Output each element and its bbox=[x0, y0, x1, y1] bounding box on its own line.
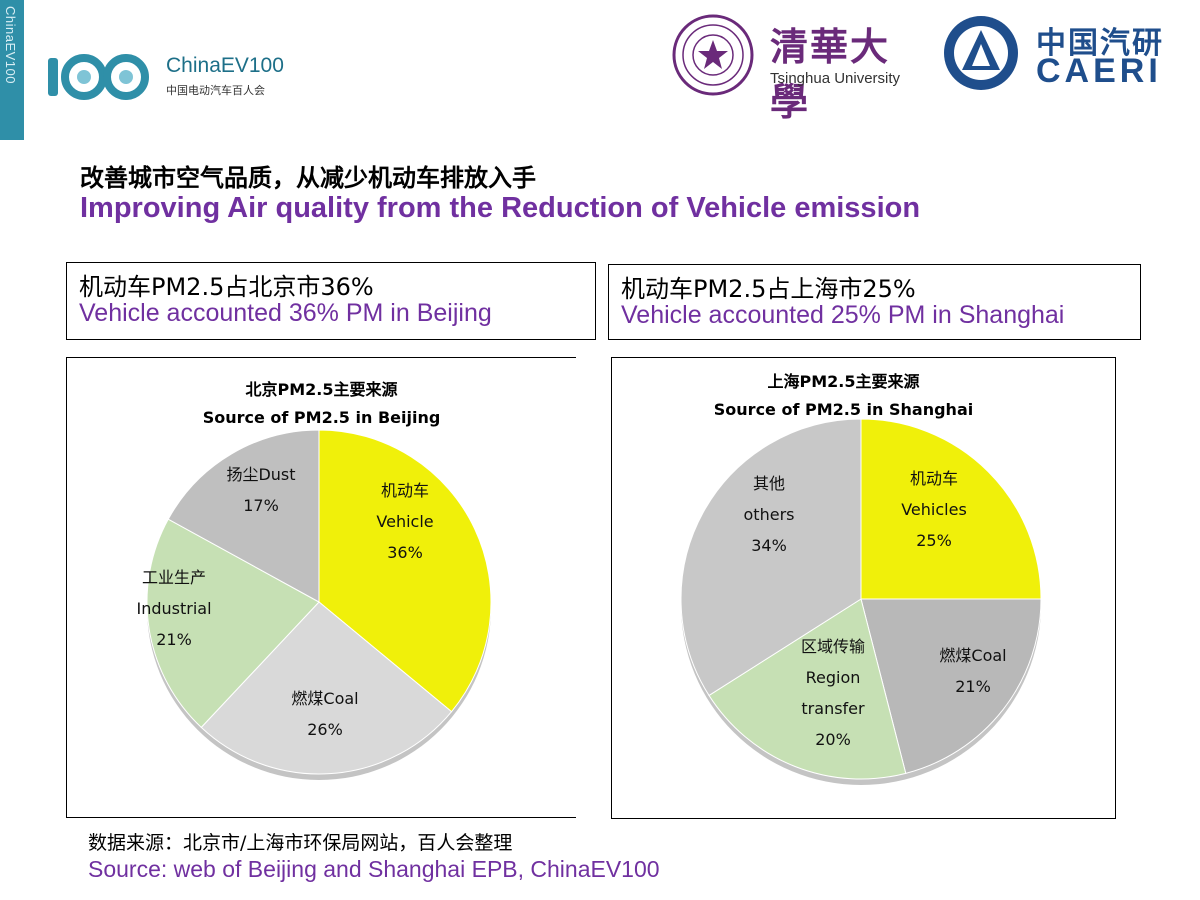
chinaev100-logo-subtitle: 中国电动汽车百人会 bbox=[166, 84, 265, 97]
shanghai-slice-2 bbox=[708, 598, 907, 780]
shanghai-slice-label-3: 其他 others 34% bbox=[744, 474, 795, 555]
side-brand-strip: ChinaEV100 bbox=[0, 0, 24, 140]
tsinghua-seal-icon bbox=[672, 14, 754, 96]
caeri-emblem-icon bbox=[944, 16, 1018, 90]
beijing-slice-0 bbox=[318, 429, 492, 713]
beijing-chart-subtitle: Source of PM2.5 in Beijing bbox=[202, 408, 441, 427]
page-title-chinese: 改善城市空气品质，从减少机动车排放入手 bbox=[80, 164, 536, 192]
beijing-slice-label-3: 扬尘Dust 17% bbox=[226, 465, 295, 515]
shanghai-chart-subtitle: Source of PM2.5 in Shanghai bbox=[713, 400, 974, 419]
chinaev100-rings-icon bbox=[48, 54, 149, 100]
beijing-slice-label-2: 工业生产 Industrial 21% bbox=[136, 568, 211, 649]
beijing-heading-box: 机动车PM2.5占北京市36% Vehicle accounted 36% PM… bbox=[66, 262, 596, 340]
chinaev100-logo-text: ChinaEV100 bbox=[166, 54, 284, 77]
beijing-pie-svg: 机动车 Vehicle 36% 燃煤Coal 26% 工业生产 Industrial 21% 扬… bbox=[136, 429, 492, 780]
shanghai-slice-0 bbox=[860, 418, 1042, 600]
shanghai-slice-1 bbox=[860, 598, 1042, 774]
caeri-english-name: CAERI bbox=[1036, 52, 1162, 90]
shanghai-heading-english: Vehicle accounted 25% PM in Shanghai bbox=[621, 301, 1065, 329]
tsinghua-chinese-name: 清華大學 bbox=[770, 24, 891, 124]
beijing-heading-english: Vehicle accounted 36% PM in Beijing bbox=[79, 299, 492, 327]
shanghai-slice-label-2: 区域传输 Region transfer 20% bbox=[801, 637, 865, 749]
beijing-chart-title: 北京PM2.5主要来源 bbox=[245, 380, 398, 399]
tsinghua-english-name: Tsinghua University bbox=[770, 70, 901, 87]
page-title-english: Improving Air quality from the Reduction… bbox=[80, 192, 921, 224]
chinaev100-logo: ChinaEV100 中国电动汽车百人会 bbox=[44, 44, 304, 110]
source-note-chinese: 数据来源：北京市/上海市环保局网站，百人会整理 bbox=[88, 832, 513, 854]
shanghai-heading-box: 机动车PM2.5占上海市25% Vehicle accounted 25% PM… bbox=[608, 264, 1141, 340]
caeri-chinese-name: 中国汽研 bbox=[1036, 26, 1164, 61]
shanghai-slice-3 bbox=[680, 418, 862, 697]
beijing-pie-chart: 北京PM2.5主要来源 Source of PM2.5 in Beijing 机… bbox=[66, 357, 576, 818]
shanghai-slice-label-1: 燃煤Coal 21% bbox=[939, 646, 1006, 696]
shanghai-pie-chart: 上海PM2.5主要来源 Source of PM2.5 in Shanghai … bbox=[611, 357, 1116, 819]
shanghai-slice-label-0: 机动车 Vehicles 25% bbox=[901, 469, 967, 550]
shanghai-heading-chinese: 机动车PM2.5占上海市25% bbox=[621, 275, 916, 303]
shanghai-pie-svg: 机动车 Vehicles 25% 燃煤Coal 21% 区域传输 Region transfe… bbox=[680, 418, 1042, 785]
beijing-slice-label-0: 机动车 Vehicle 36% bbox=[376, 481, 433, 562]
beijing-slice-2 bbox=[146, 518, 320, 729]
beijing-heading-chinese: 机动车PM2.5占北京市36% bbox=[79, 273, 374, 301]
beijing-slice-1 bbox=[200, 601, 453, 775]
beijing-slice-3 bbox=[167, 429, 320, 603]
source-note-english: Source: web of Beijing and Shanghai EPB,… bbox=[88, 856, 660, 882]
shanghai-chart-title: 上海PM2.5主要来源 bbox=[767, 372, 920, 391]
side-brand-text: ChinaEV100 bbox=[3, 6, 18, 84]
beijing-slice-label-1: 燃煤Coal 26% bbox=[291, 689, 358, 739]
